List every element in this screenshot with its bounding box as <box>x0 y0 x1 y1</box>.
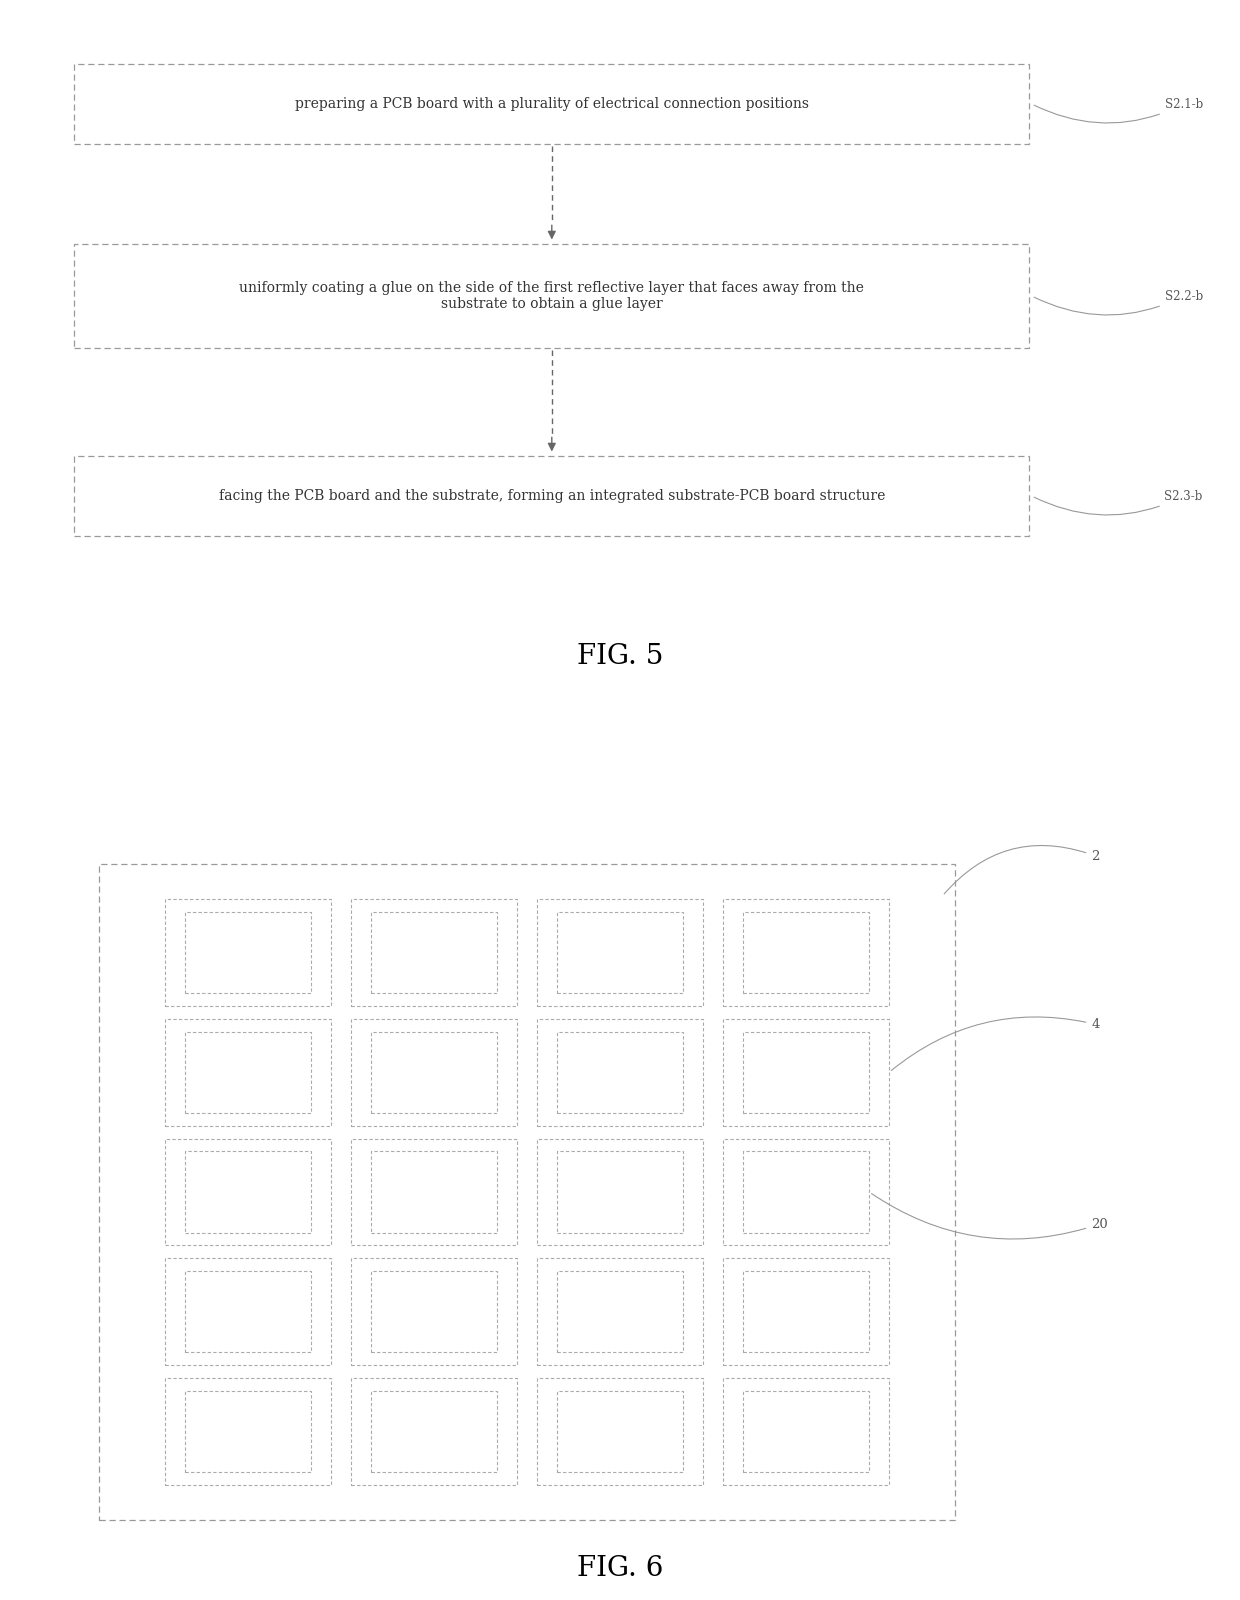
Text: 2: 2 <box>944 845 1100 894</box>
Bar <box>74 243 1029 349</box>
Text: S2.2-b: S2.2-b <box>1034 290 1203 315</box>
Bar <box>165 1139 331 1245</box>
Text: 4: 4 <box>892 1018 1100 1070</box>
Bar <box>723 1378 889 1485</box>
Bar <box>74 456 1029 536</box>
Bar <box>99 864 955 1520</box>
Bar <box>371 1270 497 1352</box>
Bar <box>351 1019 517 1126</box>
Bar <box>557 1152 683 1232</box>
Bar <box>537 899 703 1006</box>
Bar <box>743 1152 869 1232</box>
Text: FIG. 6: FIG. 6 <box>577 1555 663 1581</box>
Bar <box>743 1390 869 1472</box>
Text: FIG. 5: FIG. 5 <box>577 643 663 669</box>
Bar <box>557 912 683 994</box>
Bar <box>557 1032 683 1114</box>
Bar <box>351 899 517 1006</box>
Bar <box>557 1390 683 1472</box>
Bar <box>743 912 869 994</box>
Bar <box>185 1152 311 1232</box>
Bar <box>371 1032 497 1114</box>
Bar <box>537 1139 703 1245</box>
Bar <box>185 1032 311 1114</box>
Text: 20: 20 <box>872 1194 1109 1238</box>
Bar <box>351 1378 517 1485</box>
Bar <box>165 899 331 1006</box>
Bar <box>743 1032 869 1114</box>
Bar <box>371 1152 497 1232</box>
Bar <box>557 1270 683 1352</box>
Bar <box>165 1378 331 1485</box>
Bar <box>351 1258 517 1365</box>
Bar <box>185 1270 311 1352</box>
Text: uniformly coating a glue on the side of the first reflective layer that faces aw: uniformly coating a glue on the side of … <box>239 282 864 310</box>
Bar <box>165 1019 331 1126</box>
Bar <box>743 1270 869 1352</box>
Bar <box>723 1019 889 1126</box>
Bar <box>371 912 497 994</box>
Bar <box>351 1139 517 1245</box>
Bar <box>723 899 889 1006</box>
Bar <box>537 1019 703 1126</box>
Bar <box>537 1258 703 1365</box>
Text: facing the PCB board and the substrate, forming an integrated substrate-PCB boar: facing the PCB board and the substrate, … <box>218 490 885 502</box>
Bar <box>185 1390 311 1472</box>
Text: preparing a PCB board with a plurality of electrical connection positions: preparing a PCB board with a plurality o… <box>295 98 808 110</box>
Text: S2.3-b: S2.3-b <box>1034 490 1203 515</box>
Bar <box>537 1378 703 1485</box>
Bar <box>723 1258 889 1365</box>
Text: S2.1-b: S2.1-b <box>1034 98 1203 123</box>
Bar <box>165 1258 331 1365</box>
Bar <box>74 64 1029 144</box>
Bar <box>723 1139 889 1245</box>
Bar <box>371 1390 497 1472</box>
Bar <box>185 912 311 994</box>
